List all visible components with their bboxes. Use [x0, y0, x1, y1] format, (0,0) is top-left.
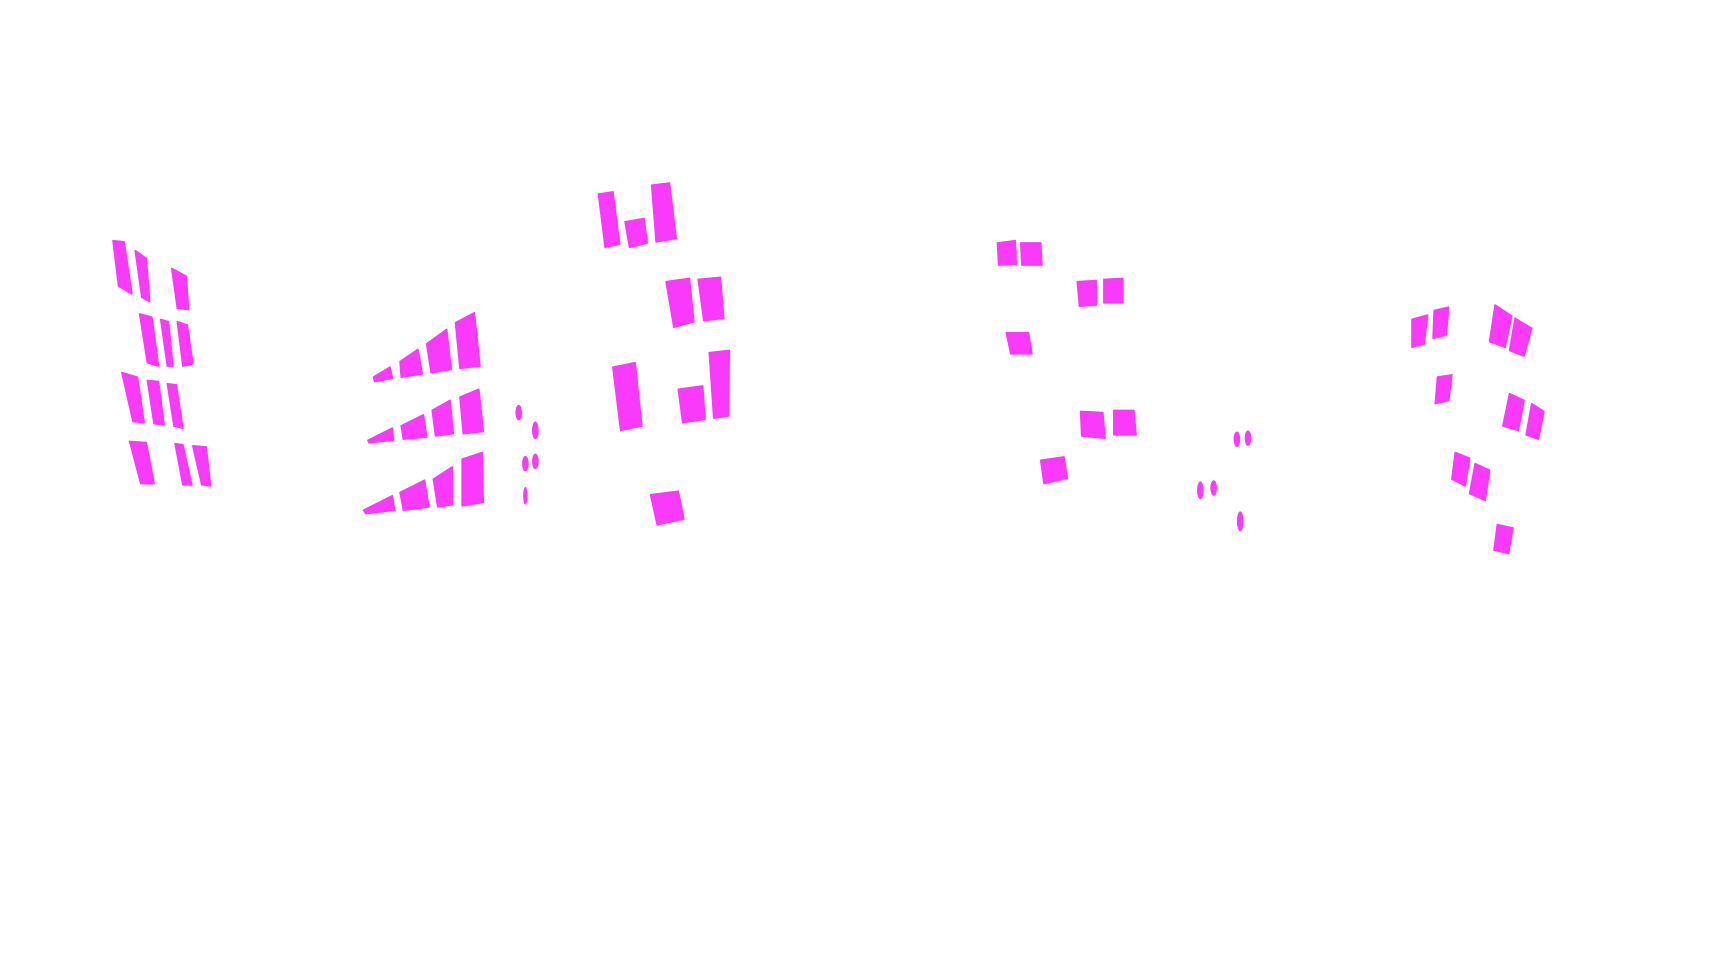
window-segment: [1525, 402, 1545, 441]
window-segment: [1079, 410, 1106, 439]
window-segment: [697, 276, 725, 322]
window-segment: [650, 182, 677, 243]
window-segment: [1451, 451, 1471, 487]
window-segment: [362, 494, 396, 515]
window-segment: [1508, 317, 1533, 357]
window-segment: [166, 382, 184, 429]
window-segment: [400, 413, 428, 441]
window-segment: [1210, 480, 1217, 496]
window-segments: [112, 182, 1545, 555]
window-segment: [1411, 314, 1429, 349]
window-segment: [1113, 409, 1137, 436]
window-segment: [146, 379, 165, 426]
window-segment: [624, 217, 649, 249]
window-segment: [1488, 304, 1513, 349]
window-segment: [128, 440, 155, 485]
window-segment: [121, 371, 145, 424]
window-segment: [1103, 277, 1124, 304]
window-segment: [174, 442, 193, 486]
window-segment: [1236, 511, 1244, 532]
window-segment: [1005, 331, 1033, 355]
window-segment: [1434, 374, 1453, 405]
window-segment: [112, 239, 133, 295]
window-segment: [1233, 431, 1241, 447]
window-segment: [612, 361, 643, 432]
window-segment: [399, 479, 430, 512]
window-segment: [432, 466, 454, 508]
window-segment: [1197, 481, 1204, 500]
window-segment: [677, 385, 706, 424]
window-segment: [1076, 279, 1097, 307]
window-segment: [159, 318, 174, 367]
window-segment: [1432, 306, 1450, 340]
window-segment: [708, 349, 731, 419]
window-segment: [523, 486, 528, 505]
window-segment: [1468, 462, 1491, 502]
window-segment: [1493, 523, 1514, 555]
window-segment: [399, 348, 424, 378]
window-segment: [515, 404, 523, 421]
window-segment: [431, 399, 455, 437]
window-segment: [138, 313, 160, 367]
window-segment: [459, 388, 485, 435]
window-segment: [1019, 242, 1043, 266]
window-segment: [176, 320, 194, 367]
window-segment: [454, 311, 481, 370]
window-segment: [1039, 456, 1069, 485]
window-segment: [192, 445, 212, 487]
window-segment: [522, 455, 529, 472]
window-segment: [134, 249, 151, 303]
window-segment: [425, 328, 452, 374]
window-segment: [372, 366, 394, 383]
window-segment: [649, 490, 685, 526]
window-segment: [1502, 392, 1525, 432]
window-segment: [367, 427, 395, 444]
window-segment: [170, 267, 190, 311]
window-segment: [1244, 430, 1252, 446]
window-segment: [597, 191, 621, 249]
window-segment: [665, 277, 695, 329]
window-segment: [532, 421, 539, 440]
window-segment: [461, 451, 485, 507]
window-segment: [532, 453, 539, 470]
window-segment: [996, 239, 1018, 266]
